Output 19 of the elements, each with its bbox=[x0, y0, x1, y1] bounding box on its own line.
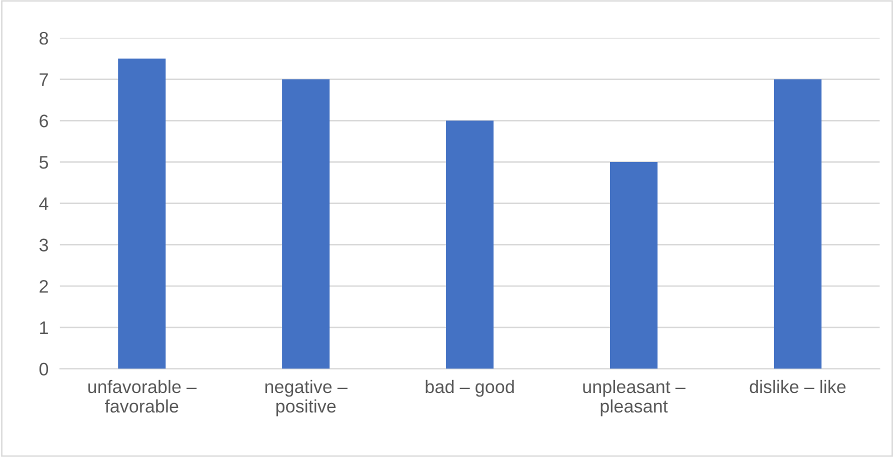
bar bbox=[610, 162, 658, 369]
y-tick-label: 1 bbox=[40, 322, 48, 334]
y-tick-label: 3 bbox=[39, 238, 48, 252]
x-tick-label: unpleasant – pleasant bbox=[583, 380, 686, 416]
y-tick-label: 0 bbox=[39, 362, 48, 376]
x-tick-label: bad – good bbox=[426, 380, 514, 397]
y-tick-label: 2 bbox=[40, 280, 48, 293]
y-tick-label: 5 bbox=[39, 156, 48, 169]
y-tick-label: 4 bbox=[39, 197, 48, 210]
x-tick-label: unfavorable – favorable bbox=[88, 380, 197, 413]
y-tick-label: 6 bbox=[40, 114, 48, 128]
x-tick-label: dislike – like bbox=[750, 380, 846, 394]
bar bbox=[118, 58, 166, 369]
bar bbox=[774, 79, 822, 369]
x-tick-label: negative – positive bbox=[265, 380, 348, 416]
bar bbox=[282, 79, 330, 369]
y-tick-label: 7 bbox=[40, 73, 48, 86]
y-tick-label: 8 bbox=[40, 32, 48, 45]
bar bbox=[446, 120, 494, 369]
